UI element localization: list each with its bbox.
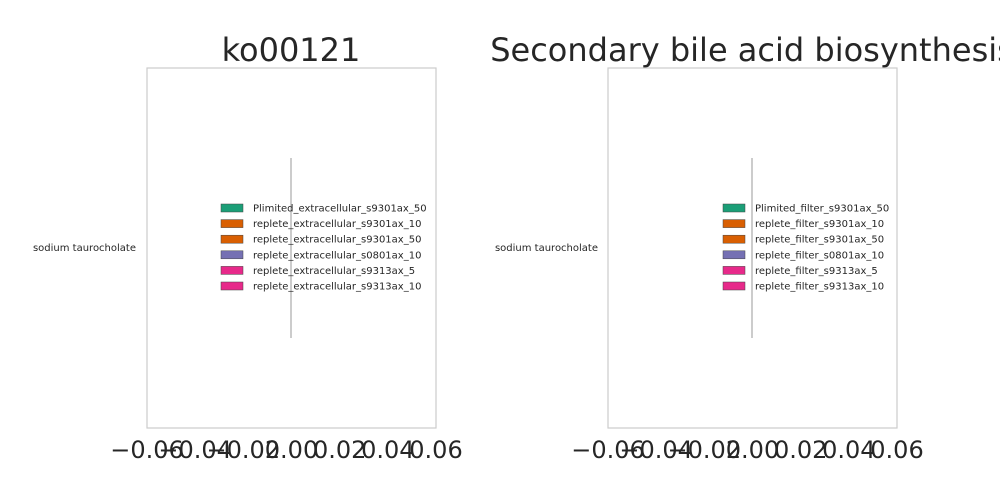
x-tick-label: −0.06: [571, 436, 645, 464]
x-tick-label: 0.00: [726, 436, 779, 464]
x-tick-label: 0.06: [870, 436, 923, 464]
legend-swatch: [220, 281, 244, 291]
legend-1: Plimited_extracellular_s9301ax_50replete…: [220, 203, 427, 293]
legend-swatch: [722, 219, 746, 228]
legend-swatch: [220, 250, 244, 260]
chart-panel-2: Secondary bile acid biosynthesis sodium …: [490, 31, 1000, 464]
plot-area-1: [146, 67, 437, 429]
legend-label: Plimited_extracellular_s9301ax_50: [253, 204, 427, 215]
x-tick-labels-1: −0.06−0.04−0.020.000.020.040.06: [110, 436, 462, 464]
legend-swatch: [722, 234, 746, 244]
x-tick-label: 0.04: [361, 436, 414, 464]
legend-label: Plimited_filter_s9301ax_50: [755, 204, 889, 215]
legend-label: replete_filter_s9301ax_10: [755, 219, 884, 230]
x-tick-label: −0.06: [110, 436, 184, 464]
chart-title-1: ko00121: [222, 31, 361, 69]
legend-swatch: [220, 234, 244, 244]
legend-swatch: [722, 266, 746, 275]
x-tick-label: −0.02: [207, 436, 281, 464]
x-tick-label: 0.02: [313, 436, 366, 464]
x-tick-label: −0.04: [619, 436, 693, 464]
legend-swatch: [220, 219, 244, 228]
legend-label: replete_extracellular_s0801ax_10: [253, 250, 421, 261]
legend-swatch: [220, 203, 244, 213]
legend-label: replete_filter_s9313ax_5: [755, 266, 878, 277]
legend-swatch: [722, 250, 746, 260]
legend-label: replete_filter_s0801ax_10: [755, 250, 884, 261]
legend-label: replete_extracellular_s9313ax_10: [253, 282, 421, 293]
chart-title-2: Secondary bile acid biosynthesis: [490, 31, 1000, 69]
legend-label: replete_filter_s9313ax_10: [755, 282, 884, 293]
legend-swatch: [722, 281, 746, 291]
legend-label: replete_extracellular_s9313ax_5: [253, 266, 415, 277]
x-tick-labels-2: −0.06−0.04−0.020.000.020.040.06: [571, 436, 923, 464]
legend-label: replete_filter_s9301ax_50: [755, 235, 884, 246]
legend-swatch: [220, 266, 244, 275]
x-tick-label: 0.04: [822, 436, 875, 464]
x-tick-label: −0.04: [158, 436, 232, 464]
y-tick-label-2: sodium taurocholate: [495, 243, 598, 254]
x-tick-label: −0.02: [668, 436, 742, 464]
legend-swatch: [722, 203, 746, 213]
legend-label: replete_extracellular_s9301ax_10: [253, 219, 421, 230]
legend-2: Plimited_filter_s9301ax_50 replete_filter…: [722, 203, 889, 293]
x-tick-label: 0.02: [774, 436, 827, 464]
x-tick-label: 0.06: [409, 436, 462, 464]
legend-label: replete_extracellular_s9301ax_50: [253, 235, 421, 246]
y-tick-label-1: sodium taurocholate: [33, 243, 136, 254]
chart-panel-1: ko00121 sodium taurocholate −0.06−0.04−0…: [33, 31, 463, 464]
plot-area-2: [607, 67, 898, 429]
x-tick-label: 0.00: [265, 436, 318, 464]
